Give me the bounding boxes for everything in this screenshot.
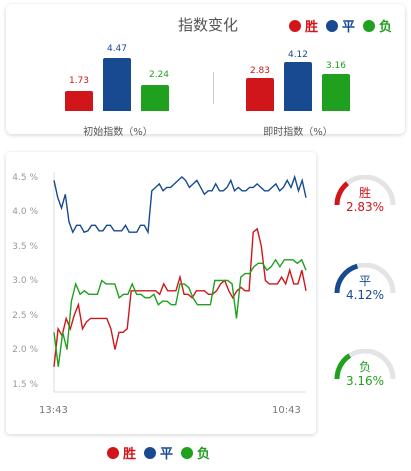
legend-loss: 负	[197, 447, 211, 462]
initial-index-label: 初始指数（%）	[83, 127, 153, 138]
y-tick-label: 3.5 %	[12, 242, 38, 252]
y-tick-label: 1.5 %	[12, 380, 38, 390]
current-win-bar	[246, 77, 274, 111]
index-summary-card: 指数变化 胜 平 负 1.73 4.47 2.24 初始指数（%） 2.83 4…	[6, 4, 405, 138]
series-line	[53, 174, 307, 235]
trend-chart-card: 4.5 % 4.0 % 3.5 % 3.0 % 2.5 % 2.0 % 1.5 …	[6, 152, 316, 434]
legend-top: 胜 平 负	[289, 16, 400, 35]
draw-dot-icon	[144, 446, 157, 459]
gauge-loss-value: 3.16%	[345, 374, 385, 388]
series-line	[53, 227, 307, 367]
gauge-win-value: 2.83%	[345, 200, 385, 214]
loss-dot-icon	[363, 19, 376, 32]
x-tick-label: 10:43	[272, 405, 301, 416]
draw-dot-icon	[326, 19, 339, 32]
legend-bottom: 胜 平 负	[107, 443, 218, 462]
current-loss-bar	[322, 73, 350, 111]
current-index-label: 即时指数（%）	[263, 127, 333, 138]
gauge-draw-value: 4.12%	[345, 288, 385, 302]
initial-draw-bar	[103, 58, 131, 111]
gauge-loss-arc	[334, 349, 396, 379]
initial-loss-bar	[141, 84, 169, 111]
gauge-draw: 平 4.12%	[330, 263, 400, 323]
current-draw-bar	[284, 62, 312, 111]
initial-loss-value: 2.24	[148, 70, 170, 80]
series-line	[53, 258, 307, 367]
y-tick-label: 2.0 %	[12, 345, 38, 355]
gauge-win-arc	[334, 175, 396, 205]
x-tick-label: 13:43	[39, 405, 68, 416]
initial-draw-value: 4.47	[106, 44, 128, 54]
legend-win: 胜	[123, 447, 137, 462]
page-title: 指数变化	[178, 16, 239, 34]
y-tick-label: 2.5 %	[12, 311, 38, 321]
y-tick-label: 4.5 %	[12, 173, 38, 183]
current-draw-value: 4.12	[287, 50, 309, 60]
initial-win-bar	[65, 90, 93, 111]
y-tick-label: 4.0 %	[12, 207, 38, 217]
legend-draw: 平	[160, 447, 174, 462]
y-tick-label: 3.0 %	[12, 276, 38, 286]
line-chart	[53, 172, 307, 393]
gauge-loss-label: 负	[358, 360, 371, 374]
gauge-win-label: 胜	[358, 186, 371, 200]
gauge-draw-arc	[334, 263, 396, 293]
loss-dot-icon	[181, 446, 194, 459]
gauge-loss: 负 3.16%	[330, 349, 400, 409]
legend-loss: 负	[379, 20, 393, 35]
current-loss-value: 3.16	[325, 61, 347, 71]
legend-draw: 平	[342, 20, 356, 35]
legend-win: 胜	[305, 20, 319, 35]
gauge-draw-label: 平	[358, 274, 371, 288]
win-dot-icon	[289, 19, 301, 32]
gauge-win: 胜 2.83%	[330, 175, 400, 235]
win-dot-icon	[107, 446, 119, 459]
divider	[213, 72, 214, 104]
current-win-value: 2.83	[249, 66, 271, 76]
initial-win-value: 1.73	[68, 76, 90, 86]
